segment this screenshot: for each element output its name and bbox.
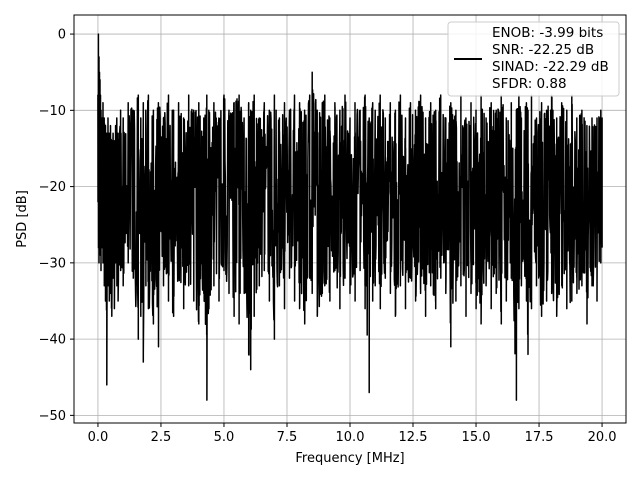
y-axis-label: PSD [dB] [15, 190, 30, 248]
legend-label-line: SNR: -22.25 dB [492, 42, 594, 58]
y-tick-label: −40 [39, 333, 66, 348]
legend-label-line: SFDR: 0.88 [492, 76, 567, 92]
psd-series-line [97, 33, 603, 401]
y-tick-label: −30 [39, 256, 66, 271]
legend-label-line: SINAD: -22.29 dB [492, 59, 609, 75]
y-tick-label: −10 [39, 104, 66, 119]
y-tick-label: −20 [39, 180, 66, 195]
x-tick-label: 10.0 [336, 430, 365, 445]
x-tick-label: 7.5 [277, 430, 298, 445]
x-axis-label: Frequency [MHz] [295, 451, 404, 466]
y-tick-label: 0 [58, 28, 66, 43]
x-tick-label: 12.5 [399, 430, 428, 445]
x-tick-label: 20.0 [588, 430, 617, 445]
x-tick-label: 0.0 [88, 430, 109, 445]
x-tick-label: 5.0 [214, 430, 235, 445]
legend-box [447, 21, 620, 97]
legend-label-line: ENOB: -3.99 bits [492, 25, 603, 41]
x-tick-label: 17.5 [525, 430, 554, 445]
ticks: 0.0 2.5 5.0 7.5 10.0 12.5 15.0 17.5 20.0 0 −10 −20 −… [39, 28, 617, 445]
x-tick-label: 15.0 [462, 430, 491, 445]
y-tick-label: −50 [39, 409, 66, 424]
plot-area [97, 33, 603, 401]
x-tick-label: 2.5 [151, 430, 172, 445]
